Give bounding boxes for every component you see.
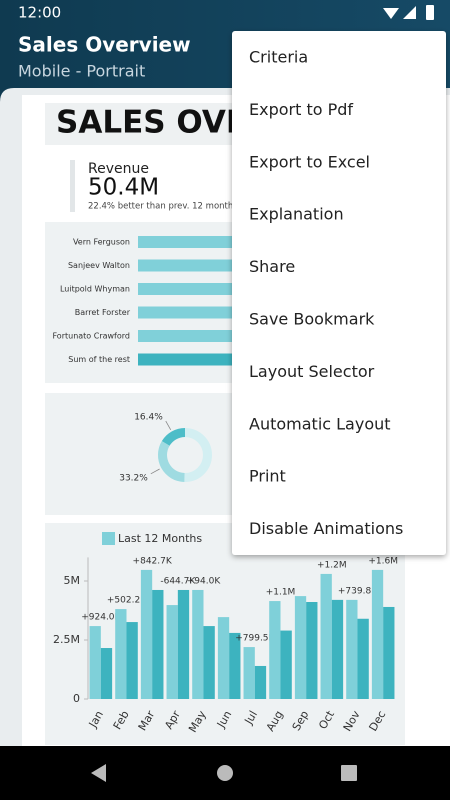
- column-annotation: +924.0K: [81, 613, 121, 623]
- donut-leader: [150, 468, 160, 475]
- donut-segment: [157, 441, 185, 482]
- column-bar: [152, 589, 164, 699]
- column-annotation: +739.8K: [338, 586, 378, 596]
- column-bar: [166, 605, 178, 699]
- donut-label: 16.4%: [134, 413, 163, 423]
- donut-label: 33.2%: [119, 473, 148, 483]
- column-bar: [306, 602, 318, 699]
- column-bar: [357, 618, 369, 699]
- column-annotation: +94.0K: [187, 576, 222, 586]
- nav-home[interactable]: [217, 765, 233, 781]
- column-annotation: +799.5K: [235, 634, 275, 644]
- x-tick-label: Jul: [242, 709, 260, 728]
- donut-leader: [165, 420, 172, 430]
- column-bar: [115, 609, 127, 699]
- nav-back[interactable]: [91, 764, 106, 782]
- menu-item[interactable]: Criteria: [249, 48, 308, 67]
- kpi-note: 22.4% better than prev. 12 months: [88, 202, 238, 212]
- column-annotation: +1.2M: [317, 560, 347, 570]
- menu-item[interactable]: Export to Pdf: [249, 100, 353, 119]
- dashboard-heading: SALES OVE: [56, 105, 247, 141]
- menu-item[interactable]: Automatic Layout: [249, 414, 391, 433]
- menu-item[interactable]: Disable Animations: [249, 519, 403, 538]
- ranking-bar: [138, 330, 248, 342]
- ranking-name: Luitpold Whyman: [60, 285, 130, 294]
- ranking-bar: [138, 306, 248, 319]
- column-bar: [320, 573, 332, 699]
- nav-recents[interactable]: [341, 765, 357, 781]
- column-annotation: -644.7K: [160, 576, 196, 586]
- ranking-name: Barret Forster: [75, 308, 131, 317]
- donut-segment: [161, 428, 185, 446]
- ranking-bar: [138, 353, 248, 366]
- y-tick-label: 0: [73, 692, 80, 705]
- menu-item[interactable]: Save Bookmark: [249, 310, 375, 329]
- app-title: Sales Overview: [18, 33, 191, 57]
- column-bar: [177, 589, 190, 699]
- ranking-name: Sanjeev Walton: [68, 261, 130, 270]
- column-annotation: +1.1M: [266, 588, 296, 598]
- column-bar: [280, 630, 292, 699]
- column-annotation: +842.7K: [133, 556, 173, 566]
- ranking-bar: [138, 236, 248, 248]
- column-bar: [383, 606, 395, 699]
- app-subtitle: Mobile - Portrait: [18, 62, 145, 81]
- column-bar: [100, 648, 113, 699]
- column-bar: [371, 569, 384, 699]
- column-bar: [269, 601, 281, 699]
- ranking-name: Vern Ferguson: [73, 238, 130, 247]
- ranking-bar: [138, 283, 248, 295]
- column-bar: [229, 632, 241, 699]
- column-bar: [331, 599, 344, 699]
- legend-swatch: [102, 532, 115, 545]
- column-bar: [89, 626, 101, 699]
- kpi-rule: [70, 160, 75, 212]
- status-icons: [383, 5, 434, 20]
- menu-item[interactable]: Layout Selector: [249, 362, 375, 381]
- ranking-name: Sum of the rest: [68, 355, 130, 364]
- status-time: 12:00: [18, 4, 61, 22]
- y-tick-label: 2.5M: [53, 633, 80, 646]
- kpi-label: Revenue: [88, 161, 149, 177]
- column-annotation: +502.2K: [107, 596, 147, 606]
- menu-bg: [232, 31, 446, 555]
- donut-chart: 16.4% 33.2%: [119, 413, 212, 483]
- column-bar: [126, 622, 138, 699]
- column-bar: [346, 599, 358, 699]
- ranking-chart: Vern Ferguson Sanjeev Walton Luitpold Whym…: [52, 236, 248, 366]
- menu-item[interactable]: Share: [249, 257, 295, 276]
- kpi-value: 50.4M: [88, 175, 159, 201]
- column-bar: [254, 665, 267, 699]
- overflow-menu: Criteria Export to Pdf Export to Excel Expl…: [232, 31, 446, 555]
- ranking-name: Fortunato Crawford: [52, 332, 130, 341]
- column-bar: [217, 617, 230, 699]
- y-tick-label: 5M: [64, 574, 81, 587]
- menu-item[interactable]: Export to Excel: [249, 152, 370, 171]
- column-bar: [203, 626, 215, 699]
- column-bar: [243, 647, 255, 699]
- column-bar: [294, 596, 307, 699]
- legend-label: Last 12 Months: [118, 532, 202, 545]
- column-annotation: +1.6M: [368, 556, 398, 566]
- column-bar: [192, 589, 204, 699]
- ranking-bar: [138, 259, 248, 272]
- menu-item[interactable]: Explanation: [249, 205, 344, 224]
- menu-item[interactable]: Print: [249, 467, 286, 486]
- column-bar: [140, 569, 153, 699]
